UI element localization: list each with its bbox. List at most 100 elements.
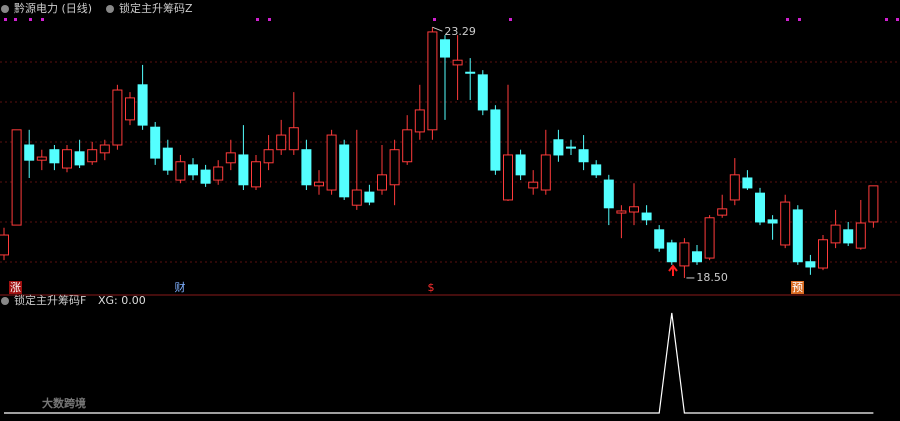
candle-body (830, 224, 841, 244)
candle-body (843, 229, 854, 244)
candle-body (112, 89, 123, 146)
candle-body (603, 179, 614, 209)
dot (4, 18, 7, 21)
marker-icon: $ (428, 281, 435, 294)
candle-body (767, 219, 778, 224)
candle-body (780, 201, 791, 246)
candle-body (427, 31, 438, 131)
candle-body (225, 152, 236, 164)
chart-title: 黔源电力 (日线) (14, 1, 92, 15)
menu-icon[interactable] (1, 297, 9, 305)
candle-body (578, 149, 589, 163)
candle-body (717, 208, 728, 216)
dot (896, 18, 899, 21)
candle-body (314, 181, 324, 187)
grid (0, 61, 900, 263)
candle-body (125, 97, 135, 121)
candle-body (868, 185, 879, 223)
candle-body (591, 164, 602, 176)
signal-dots (4, 18, 899, 21)
candle-body (24, 144, 35, 161)
candle-body (503, 154, 513, 201)
low-label: 18.50 (696, 271, 728, 284)
indicator-name: 锁定主升筹码Z (119, 1, 193, 15)
candle-body (11, 129, 22, 226)
candle-body (74, 151, 85, 166)
candle-body (440, 39, 450, 58)
candle-body (490, 109, 501, 171)
dot (798, 18, 801, 21)
watermark: 大数跨境 (42, 396, 86, 410)
candle-body (855, 222, 866, 249)
candle-body (62, 149, 72, 169)
candle-body (805, 261, 816, 268)
panel-title: 锁定主升筹码F (14, 293, 86, 307)
candle-body (87, 149, 98, 163)
candle-body (150, 126, 161, 159)
marker: 财 (175, 280, 186, 294)
candle-body (389, 149, 400, 186)
xg-line (4, 312, 874, 414)
marker: 涨 (10, 281, 21, 294)
candle-body (792, 209, 803, 263)
candle-body (742, 177, 753, 189)
candle-body (49, 149, 60, 164)
marker-box (791, 281, 804, 294)
candle-body (288, 127, 299, 151)
marker-box (9, 281, 22, 294)
candle-body (238, 154, 249, 186)
candle-body (692, 251, 702, 263)
candle-body (351, 189, 362, 206)
menu-icon[interactable] (1, 5, 9, 13)
candle-body (566, 146, 576, 149)
candle-body (251, 161, 261, 188)
candle-body (755, 192, 765, 223)
dot (256, 18, 259, 21)
dot (268, 18, 271, 21)
candle-body (818, 239, 828, 269)
candle-body (540, 154, 551, 191)
marker: 预 (792, 281, 803, 294)
candle-body (452, 59, 463, 66)
high-pointer (432, 26, 443, 32)
candle-body (654, 229, 665, 249)
dot (433, 18, 436, 21)
candle-body (629, 206, 639, 213)
buy-arrow (668, 264, 678, 276)
candle-body (175, 161, 186, 181)
dot (41, 18, 44, 21)
legend: XG: 0.00 (98, 294, 146, 307)
candle-body (553, 139, 564, 156)
candle-body (36, 156, 47, 161)
dot (509, 18, 512, 21)
candle-body (137, 84, 148, 126)
dot (885, 18, 888, 21)
candle-body (729, 174, 740, 201)
candle-body (326, 134, 337, 191)
high-label: 23.29 (444, 25, 476, 38)
candle-body (528, 181, 539, 189)
candle-body (414, 109, 425, 133)
candle-body (0, 234, 9, 256)
candle-body (364, 191, 375, 203)
candle-body (465, 71, 476, 74)
candle-body (616, 210, 627, 214)
candle-body (213, 166, 224, 181)
candle-body (377, 174, 387, 191)
candle-body (263, 149, 274, 164)
candle-body (162, 147, 173, 171)
candle-body (188, 164, 198, 176)
menu-icon[interactable] (106, 5, 114, 13)
candle-body (477, 74, 488, 111)
candle-body (301, 149, 312, 186)
candle-body (339, 144, 350, 198)
candle-body (704, 217, 715, 259)
candle-body (276, 134, 287, 151)
candle-body (200, 169, 211, 184)
dot (14, 18, 17, 21)
candle-body (99, 144, 110, 154)
dot (29, 18, 32, 21)
candle-body (679, 242, 690, 267)
candle-body (515, 154, 526, 176)
